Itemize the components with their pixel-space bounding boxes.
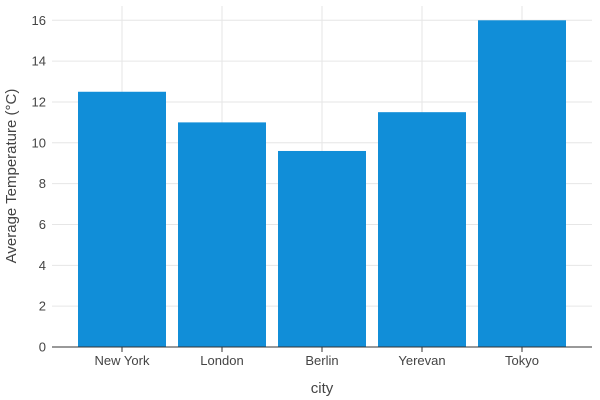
bar-london xyxy=(178,122,266,347)
axis-layer xyxy=(52,346,592,352)
x-tick-label: Berlin xyxy=(305,353,338,368)
y-tick-label: 6 xyxy=(39,217,46,232)
labels-layer: 0 2 4 6 8 10 12 14 16 New York London Berlin Yerevan… xyxy=(32,13,539,368)
x-tick-label: New York xyxy=(95,353,150,368)
y-tick-label: 8 xyxy=(39,176,46,191)
x-tick-label: Yerevan xyxy=(398,353,445,368)
y-tick-label: 16 xyxy=(32,13,46,28)
x-tick-label: Tokyo xyxy=(505,353,539,368)
y-tick-label: 2 xyxy=(39,299,46,314)
bar-new-york xyxy=(78,91,166,347)
x-axis-title: city xyxy=(311,380,334,397)
x-tick-label: London xyxy=(200,353,243,368)
y-tick-label: 12 xyxy=(32,94,46,109)
y-tick-label: 14 xyxy=(32,54,46,69)
bars-layer xyxy=(78,20,566,347)
bar-tokyo xyxy=(478,20,566,347)
bar-yerevan xyxy=(378,112,466,347)
y-tick-label: 4 xyxy=(39,258,46,273)
bar-berlin xyxy=(278,150,366,347)
y-tick-label: 10 xyxy=(32,135,46,150)
y-axis-title: Average Temperature (°C) xyxy=(3,89,20,264)
y-tick-label: 0 xyxy=(39,340,46,355)
